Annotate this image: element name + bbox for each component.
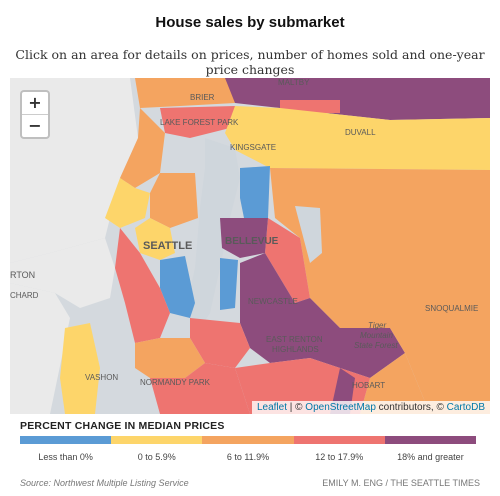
label-lake-forest-park: LAKE FOREST PARK	[160, 118, 239, 127]
area-bellevue[interactable]	[220, 218, 268, 258]
leaflet-link[interactable]: Leaflet	[256, 402, 287, 413]
label-burton: RTON	[10, 270, 35, 280]
area-duvall[interactable]	[225, 106, 490, 170]
label-vashon: VASHON	[85, 373, 118, 382]
legend-swatch-4	[293, 436, 385, 444]
attribution-contributors: contributors, ©	[375, 402, 447, 413]
label-newcastle: NEWCASTLE	[248, 297, 298, 306]
page-subtitle: Click on an area for details on prices, …	[15, 47, 485, 77]
land-southwest	[10, 283, 70, 414]
legend-label-3: 6 to 11.9%	[226, 452, 270, 462]
label-seattle: SEATTLE	[143, 240, 192, 252]
area-ballard[interactable]	[105, 178, 150, 228]
area-renton[interactable]	[190, 318, 250, 368]
area-west-seattle[interactable]	[115, 228, 170, 343]
legend-label-5: 18% and greater	[397, 452, 464, 462]
area-brier[interactable]	[135, 78, 235, 108]
map-canvas[interactable]: BRIER MALTBY LAKE FOREST PARK DUVALL KIN…	[10, 78, 490, 414]
area-mercer-island[interactable]	[220, 258, 238, 310]
area-kirkland[interactable]	[240, 166, 270, 223]
map-attribution: Leaflet | © OpenStreetMap contributors, …	[251, 401, 490, 414]
area-maltby[interactable]	[225, 78, 490, 120]
label-snoqualmie: SNOQUALMIE	[425, 304, 478, 313]
zoom-out-button[interactable]: −	[22, 114, 48, 137]
lake-washington	[185, 138, 240, 328]
lake-sammamish	[295, 206, 322, 263]
legend-color-bar	[20, 436, 477, 444]
cartodb-link[interactable]: CartoDB	[446, 402, 485, 413]
area-issaquah-newcastle[interactable]	[240, 253, 405, 378]
label-brier: BRIER	[190, 93, 215, 102]
area-vashon[interactable]	[60, 323, 100, 414]
label-tiger-1: Tiger	[368, 321, 386, 330]
source-note: Source: Northwest Multiple Listing Servi…	[20, 478, 189, 488]
area-southeast-seattle[interactable]	[160, 256, 195, 318]
label-east-renton-2: HIGHLANDS	[272, 345, 319, 354]
area-burien[interactable]	[135, 338, 205, 378]
label-tiger-3: State Forest	[354, 341, 398, 350]
legend-swatch-3	[202, 436, 294, 444]
area-shoreline[interactable]	[120, 108, 165, 188]
attribution-separator: | ©	[286, 402, 306, 413]
legend-swatch-2	[111, 436, 203, 444]
osm-link[interactable]: OpenStreetMap	[305, 402, 376, 413]
area-seattle-center[interactable]	[135, 218, 175, 260]
legend-label-4: 12 to 17.9%	[315, 452, 364, 462]
area-hobart[interactable]	[360, 353, 430, 414]
legend-label-1: Less than 0%	[38, 452, 93, 462]
area-lake-forest-park[interactable]	[160, 106, 235, 138]
zoom-in-button[interactable]: +	[28, 93, 42, 112]
land-bainbridge	[10, 238, 115, 308]
label-hobart: HOBART	[352, 381, 385, 390]
legend-swatch-1	[20, 436, 112, 444]
choropleth-map[interactable]: BRIER MALTBY LAKE FOREST PARK DUVALL KIN…	[10, 78, 490, 414]
label-bellevue: BELLEVUE	[225, 236, 279, 247]
area-north-seattle[interactable]	[150, 173, 198, 228]
label-duvall: DUVALL	[345, 128, 376, 137]
label-maltby: MALTBY	[278, 78, 310, 87]
label-tiger-2: Mountain	[360, 331, 393, 340]
legend-labels: Less than 0% 0 to 5.9% 6 to 11.9% 12 to …	[20, 452, 476, 462]
area-snoqualmie[interactable]	[340, 328, 490, 414]
zoom-control: + −	[20, 90, 50, 139]
label-normandy-park: NORMANDY PARK	[140, 378, 211, 387]
label-east-renton-1: EAST RENTON	[266, 335, 323, 344]
credit-note: EMILY M. ENG / THE SEATTLE TIMES	[322, 478, 480, 488]
area-redmond[interactable]	[265, 218, 310, 303]
page-title: House sales by submarket	[155, 14, 345, 31]
legend-swatch-5	[384, 436, 477, 444]
area-normandy-park[interactable]	[150, 363, 250, 414]
label-kingsgate: KINGSGATE	[230, 143, 276, 152]
legend-label-2: 0 to 5.9%	[137, 452, 176, 462]
label-richard: CHARD	[10, 291, 39, 300]
legend-title: PERCENT CHANGE IN MEDIAN PRICES	[20, 420, 225, 432]
area-east-county[interactable]	[270, 168, 490, 328]
